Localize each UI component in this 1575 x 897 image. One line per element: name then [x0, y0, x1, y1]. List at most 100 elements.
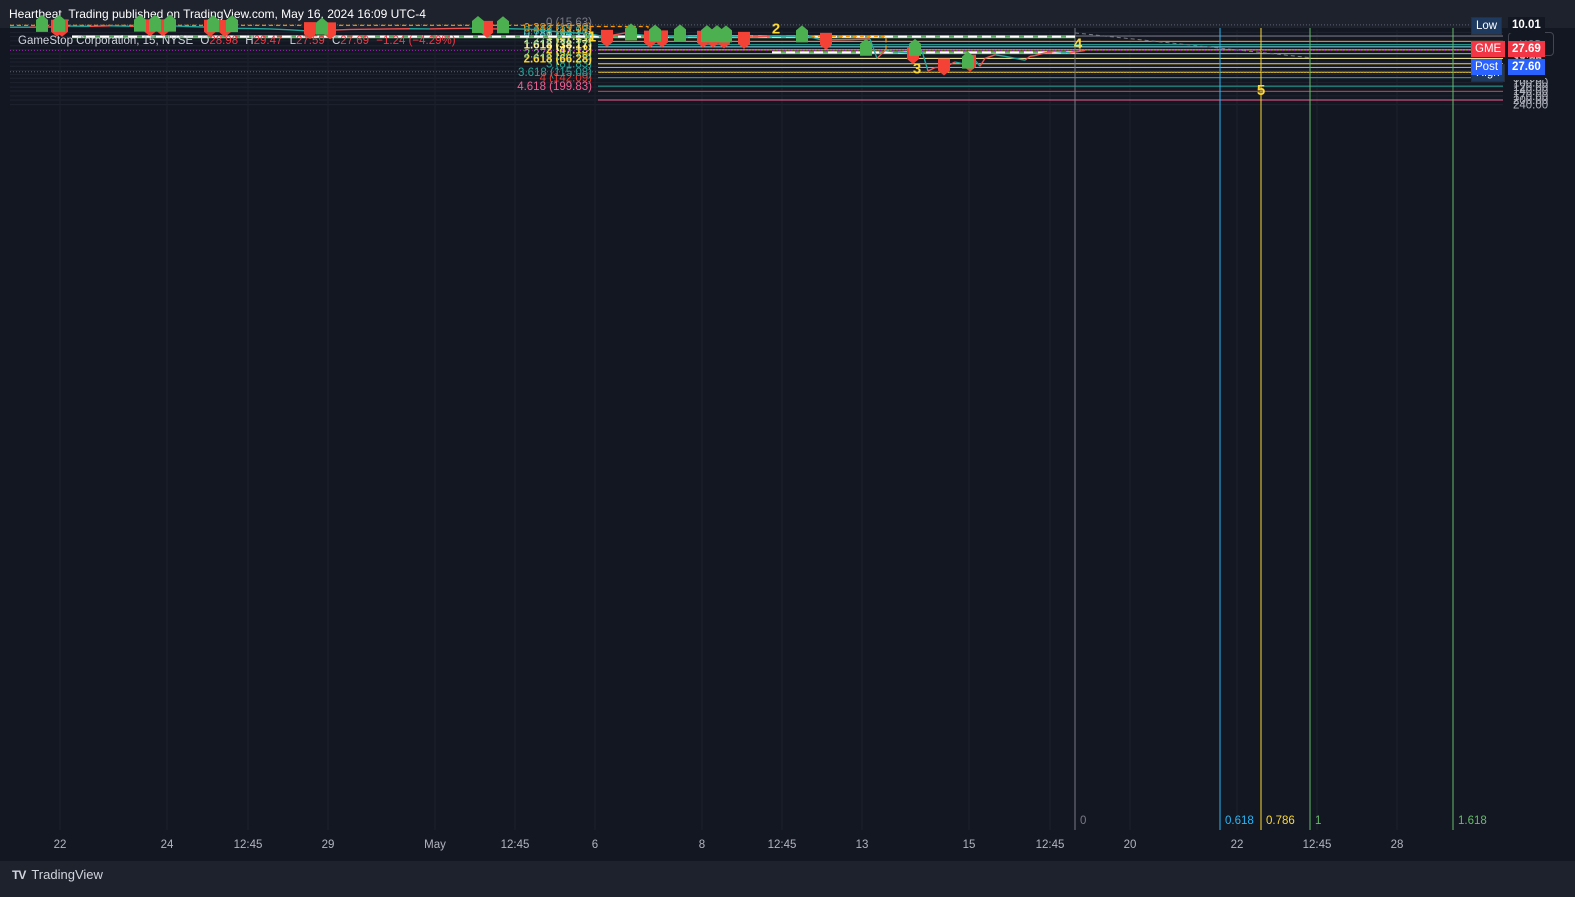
price-axis-label: 200.00	[1513, 95, 1548, 107]
price-segment	[749, 35, 771, 38]
time-zone-label: 1	[1315, 815, 1321, 827]
price-segment	[529, 28, 551, 32]
buy-signal-marker	[674, 24, 686, 42]
price-segment	[1004, 55, 1016, 60]
sell-signal-marker	[938, 58, 950, 76]
time-axis-label: 24	[161, 839, 174, 851]
price-tag-post-label: Post	[1471, 59, 1503, 76]
price-segment	[569, 31, 591, 35]
time-zone-label: 0.618	[1225, 815, 1254, 827]
time-axis-label: 20	[1124, 839, 1137, 851]
buy-signal-marker	[497, 16, 509, 34]
fib-level-label: 3.618 (115.08)	[518, 67, 592, 79]
publish-header-bar: Heartbeat_Trading published on TradingVi…	[0, 0, 1575, 28]
buy-signal-marker	[962, 51, 974, 69]
signal-markers	[36, 14, 976, 76]
buy-signal-marker	[134, 14, 146, 32]
price-segment	[876, 50, 886, 59]
time-axis-label: May	[424, 839, 446, 851]
price-tag-gme-label: GME	[1471, 41, 1506, 58]
publish-info: Heartbeat_Trading published on TradingVi…	[9, 7, 426, 21]
buy-signal-marker	[860, 38, 872, 56]
time-zone-label: 0	[1080, 815, 1086, 827]
wave-label: 1	[588, 28, 596, 45]
price-segment	[984, 54, 996, 59]
price-segment	[1034, 52, 1046, 57]
buy-signal-marker	[701, 25, 713, 43]
high-value: 29.47	[253, 35, 283, 47]
price-segment	[549, 30, 571, 34]
price-segment	[1024, 55, 1031, 61]
buy-signal-marker	[149, 14, 161, 32]
buy-signal-marker	[649, 24, 661, 42]
fib-level-label: 1.618 (38.17)	[524, 39, 593, 51]
low-value: 27.59	[296, 35, 325, 47]
sell-signal-marker	[601, 29, 613, 47]
close-label: C	[331, 35, 341, 47]
price-axis-label: 240.00	[1513, 100, 1548, 112]
buy-signal-marker	[909, 38, 921, 56]
symbol-title: GameStop Corporation, 15, NYSE	[18, 35, 194, 47]
price-segment	[809, 36, 821, 41]
support-zones	[72, 35, 1075, 54]
fib-level-label: 2 (47.13)	[546, 45, 592, 57]
time-axis-label: 13	[856, 839, 869, 851]
sell-signal-marker	[738, 31, 750, 49]
time-axis-label: 28	[1391, 839, 1404, 851]
price-segment	[1029, 54, 1036, 57]
time-zone-label: 0.786	[1266, 815, 1295, 827]
price-segment	[1069, 49, 1086, 54]
sell-signal-marker	[304, 22, 316, 40]
price-axis-label: 100.00	[1513, 78, 1548, 90]
time-axis-label: 12:45	[234, 839, 263, 851]
buy-signal-marker	[796, 25, 808, 43]
fib-level-label: 4.618 (199.83)	[517, 81, 592, 93]
price-segment	[869, 38, 878, 59]
buy-signal-marker	[625, 23, 637, 41]
price-axis-label: 120.00	[1513, 82, 1548, 94]
chart-grid	[10, 30, 1503, 830]
wave-labels: 1 2 3 4 5	[588, 20, 1265, 99]
price-axis-label: 140.00	[1513, 86, 1548, 98]
fib-level-label: 2.272 (54.76)	[524, 48, 593, 60]
buy-signal-marker	[53, 14, 65, 32]
price-segment	[1054, 50, 1071, 54]
price-segment	[614, 32, 626, 36]
price-tag-low-label: Low	[1471, 16, 1503, 35]
price-segment	[1044, 50, 1056, 54]
time-axis-label: 12:45	[501, 839, 530, 851]
fib-level-label: 0 (15.63)	[546, 17, 592, 29]
time-axis-label: 6	[592, 839, 598, 851]
wave-label: 2	[772, 20, 780, 37]
buy-signal-marker	[226, 15, 238, 33]
change-value: −1.24 (−4.29%)	[376, 35, 456, 47]
open-label: O	[200, 35, 210, 47]
price-segment	[269, 28, 291, 31]
price-tag-low-value: 10.01	[1508, 16, 1545, 33]
tradingview-logo[interactable]: TV TradingView	[12, 867, 103, 882]
time-axis-label: 12:45	[768, 839, 797, 851]
buy-signal-marker	[472, 15, 484, 33]
price-tag-gme-value: 27.69	[1508, 41, 1545, 58]
tradingview-logo-icon: TV	[12, 867, 26, 882]
time-axis-label: 12:45	[1036, 839, 1065, 851]
wave-label: 4	[1074, 35, 1083, 52]
buy-signal-marker	[720, 25, 732, 43]
time-axis-label: 8	[699, 839, 705, 851]
price-segment	[921, 50, 929, 72]
fib-level-label: 0.382 (19.30)	[524, 22, 593, 34]
time-axis: 22 24 12:45 29 May 12:45 6 8 12:45 13 15 12:45 20 22 1…	[54, 839, 1404, 851]
buy-signal-marker	[36, 14, 48, 32]
fib-level-label: 3 (81.83)	[546, 59, 592, 71]
high-label: H	[245, 35, 254, 47]
price-tag-post-value: 27.60	[1508, 59, 1545, 76]
fib-time-zones: 0 0.618 0.786 1 1.618	[1074, 28, 1487, 830]
price-axis-label: 170.00	[1513, 91, 1548, 103]
price-segment	[927, 66, 936, 72]
price-segment	[994, 54, 1006, 57]
buy-signal-marker	[164, 14, 176, 32]
close-value: 27.69	[340, 35, 370, 47]
time-axis-label: 15	[963, 839, 976, 851]
sell-signal-marker	[820, 32, 832, 50]
